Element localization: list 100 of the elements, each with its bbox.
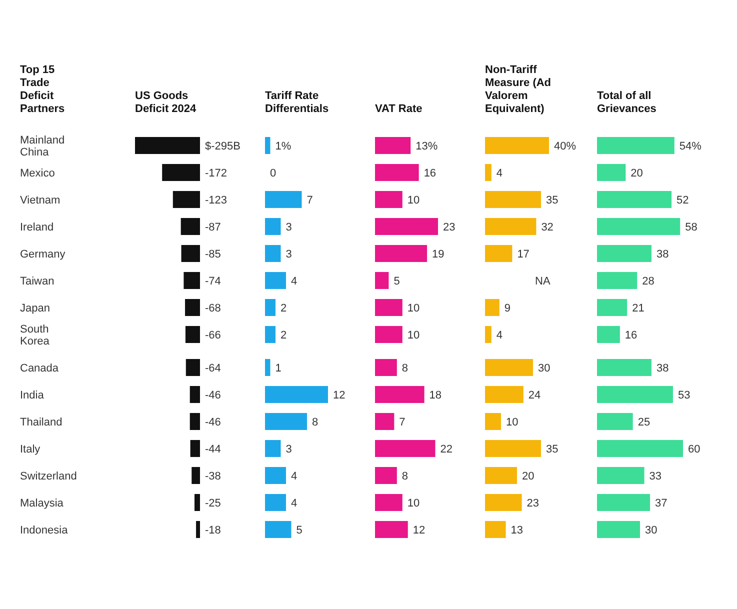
data-label: $-295B — [205, 140, 240, 152]
data-label: 7 — [306, 194, 313, 206]
bar — [485, 521, 506, 538]
data-label: 23 — [443, 221, 456, 234]
data-label: 13% — [416, 140, 438, 152]
data-label: -172 — [205, 167, 228, 180]
data-label: 35 — [546, 443, 558, 456]
bar — [485, 137, 549, 154]
bar — [485, 467, 517, 484]
data-label: 25 — [638, 416, 650, 428]
data-label: -85 — [205, 248, 221, 260]
y-tick-label: Taiwan — [20, 275, 54, 288]
data-label: 30 — [645, 524, 658, 536]
data-label: 1% — [275, 140, 292, 152]
data-label: 2 — [280, 302, 287, 314]
data-label: 28 — [642, 275, 654, 288]
data-label: 1 — [275, 362, 282, 374]
bar — [597, 521, 640, 538]
data-label: 10 — [407, 194, 420, 206]
y-tick-label: Mexico — [20, 167, 55, 180]
bar — [597, 218, 680, 235]
data-label: 3 — [286, 443, 292, 456]
data-label: 60 — [688, 443, 700, 456]
data-label: 4 — [496, 329, 503, 342]
y-tick-label: Mainland China — [20, 134, 65, 158]
data-label: -87 — [205, 221, 221, 234]
data-label: 24 — [528, 389, 541, 402]
data-label: 3 — [286, 221, 292, 234]
y-tick-label: South Korea — [20, 323, 50, 348]
data-label: 20 — [630, 167, 643, 180]
chart-title: Total of all Grievances — [597, 90, 656, 115]
data-label: -68 — [205, 302, 221, 314]
data-label: 16 — [424, 167, 436, 180]
data-label: -64 — [205, 362, 221, 374]
data-label: 2 — [280, 329, 287, 342]
data-label: 10 — [506, 416, 518, 428]
data-label: -44 — [205, 443, 221, 456]
bar — [485, 413, 501, 430]
bar — [375, 218, 438, 235]
data-label: 30 — [538, 362, 550, 374]
y-tick-label: Indonesia — [20, 524, 69, 536]
data-label: 54% — [679, 140, 702, 152]
data-label: 4 — [291, 275, 298, 288]
bar — [485, 218, 536, 235]
bar — [597, 440, 683, 457]
data-label: 5 — [394, 275, 400, 288]
bar — [375, 440, 436, 457]
bar — [485, 245, 512, 262]
bar — [597, 245, 652, 262]
bar — [375, 521, 408, 538]
y-tick-label: Switzerland — [20, 470, 77, 482]
chart-title: VAT Rate — [375, 103, 422, 115]
bar — [597, 137, 674, 154]
bar — [597, 191, 672, 208]
data-label: 20 — [522, 470, 534, 482]
bar — [597, 164, 626, 181]
data-label: -74 — [205, 275, 221, 288]
data-label: 35 — [546, 194, 558, 206]
data-label: 10 — [407, 302, 420, 314]
bar — [485, 494, 522, 511]
data-label: 12 — [333, 389, 346, 402]
data-label: -46 — [205, 389, 221, 402]
chart-title: Tariff Rate Differentials — [265, 90, 329, 115]
chart-title: US Goods Deficit 2024 — [135, 90, 198, 115]
y-tick-label: Vietnam — [20, 194, 60, 206]
data-label: 40% — [554, 140, 576, 152]
data-label: 5 — [296, 524, 302, 536]
y-tick-label: Thailand — [20, 416, 62, 428]
bar — [485, 440, 541, 457]
y-tick-label: Italy — [20, 443, 41, 456]
data-label: 7 — [399, 416, 406, 428]
data-label: 38 — [656, 362, 669, 374]
y-tick-label: Ireland — [20, 221, 54, 234]
data-label: 32 — [541, 221, 554, 234]
y-axis-title: Top 15 Trade Deficit Partners — [20, 64, 65, 115]
text: NA — [535, 275, 550, 288]
data-label: 38 — [656, 248, 669, 260]
bar — [375, 164, 419, 181]
data-label: 22 — [440, 443, 453, 456]
data-label: 21 — [632, 302, 644, 314]
data-label: 10 — [407, 329, 420, 342]
data-label: -38 — [205, 470, 221, 482]
data-label: 9 — [504, 302, 511, 314]
data-label: 52 — [676, 194, 689, 206]
data-label: 8 — [402, 362, 408, 374]
data-label: 37 — [655, 497, 668, 510]
data-label: -18 — [205, 524, 221, 536]
data-label: 23 — [526, 497, 540, 510]
data-label: 10 — [407, 497, 420, 510]
y-tick-label: Japan — [20, 302, 50, 314]
bar — [375, 467, 397, 484]
data-label: 12 — [412, 524, 426, 536]
data-label: 53 — [678, 389, 690, 402]
data-label: 3 — [286, 248, 292, 260]
data-label: 16 — [624, 329, 638, 342]
bar — [375, 191, 402, 208]
y-tick-label: India — [20, 389, 45, 402]
bar — [597, 494, 650, 511]
data-label: 17 — [517, 248, 530, 260]
data-label: 18 — [429, 389, 442, 402]
